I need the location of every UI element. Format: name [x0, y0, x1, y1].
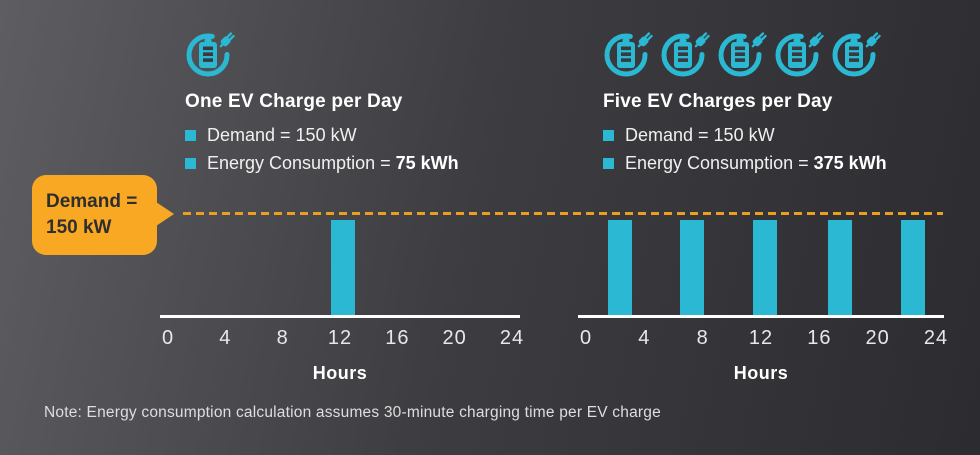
x-tick-label: 4 — [219, 327, 232, 349]
x-axis-line — [578, 315, 944, 318]
bullet-text: Energy Consumption = — [207, 152, 396, 173]
bullet-square-icon — [185, 129, 196, 141]
ev-charge-icons-row — [603, 27, 887, 79]
bullet-demand: Demand = 150 kW — [185, 121, 459, 149]
bullet-square-icon — [185, 157, 196, 169]
bullet-bold-value: 375 kWh — [813, 152, 887, 173]
x-tick-label: 16 — [385, 327, 410, 349]
bullet-text: Energy Consumption = — [625, 152, 814, 173]
bullet-text: Demand = 150 kW — [625, 124, 775, 145]
bars-container — [578, 215, 944, 318]
demand-bar — [680, 220, 705, 315]
panel-five-ev: Five EV Charges per Day Demand = 150 kW … — [603, 27, 887, 177]
callout-line2: 150 kW — [46, 217, 112, 238]
x-tick-label: 12 — [327, 327, 353, 349]
demand-bar — [753, 220, 778, 315]
chart-five-ev-charges: 0 4 8 12 16 20 24 Hours — [578, 215, 947, 383]
panel-one-ev: One EV Charge per Day Demand = 150 kW En… — [185, 27, 459, 177]
demand-bar — [330, 220, 355, 315]
x-tick-label: 8 — [696, 327, 709, 349]
panel-bullets: Demand = 150 kW Energy Consumption = 75 … — [185, 121, 459, 177]
ev-battery-charge-icon — [832, 32, 881, 77]
x-axis-title: Hours — [312, 363, 368, 383]
bullet-energy: Energy Consumption = 375 kWh — [603, 149, 887, 177]
x-tick-label: 24 — [499, 327, 525, 349]
ev-battery-charge-icon — [718, 32, 767, 77]
ev-charge-icons-row — [185, 27, 459, 79]
x-tick-label: 16 — [807, 327, 832, 349]
x-tick-label: 4 — [638, 327, 651, 349]
ev-battery-charge-icon — [775, 32, 824, 77]
demand-bar — [900, 220, 925, 315]
x-axis-line — [160, 315, 520, 318]
x-tick-label: 12 — [748, 327, 774, 349]
x-tick-label: 8 — [276, 327, 289, 349]
x-axis-ticks: 0 4 8 12 16 20 24 — [160, 327, 523, 351]
x-tick-label: 0 — [579, 327, 593, 349]
x-tick-label: 20 — [865, 327, 890, 349]
ev-battery-charge-icon — [604, 32, 653, 77]
demand-bar — [827, 220, 852, 315]
x-tick-label: 24 — [923, 327, 949, 349]
panel-title: One EV Charge per Day — [185, 91, 403, 112]
bullet-square-icon — [603, 129, 614, 141]
x-tick-label: 20 — [442, 327, 467, 349]
callout-pointer — [153, 200, 174, 228]
ev-battery-charge-icon — [661, 32, 710, 77]
callout-line1: Demand = — [46, 191, 138, 212]
ev-battery-charge-icon — [186, 32, 235, 77]
x-axis-ticks: 0 4 8 12 16 20 24 — [578, 327, 947, 351]
bars-container — [160, 215, 520, 318]
bullet-demand: Demand = 150 kW — [603, 121, 887, 149]
bullet-energy: Energy Consumption = 75 kWh — [185, 149, 459, 177]
bullet-bold-value: 75 kWh — [395, 152, 459, 173]
demand-threshold-line — [183, 212, 943, 215]
demand-bar — [607, 220, 632, 315]
demand-callout: Demand = 150 kW — [32, 175, 157, 255]
x-axis-title: Hours — [733, 363, 789, 383]
panel-bullets: Demand = 150 kW Energy Consumption = 375… — [603, 121, 887, 177]
bullet-square-icon — [603, 157, 614, 169]
panel-title: Five EV Charges per Day — [603, 91, 833, 112]
bullet-text: Demand = 150 kW — [207, 124, 357, 145]
footnote: Note: Energy consumption calculation ass… — [44, 404, 661, 421]
chart-one-ev-charge: 0 4 8 12 16 20 24 Hours — [160, 215, 523, 383]
x-tick-label: 0 — [161, 327, 175, 349]
